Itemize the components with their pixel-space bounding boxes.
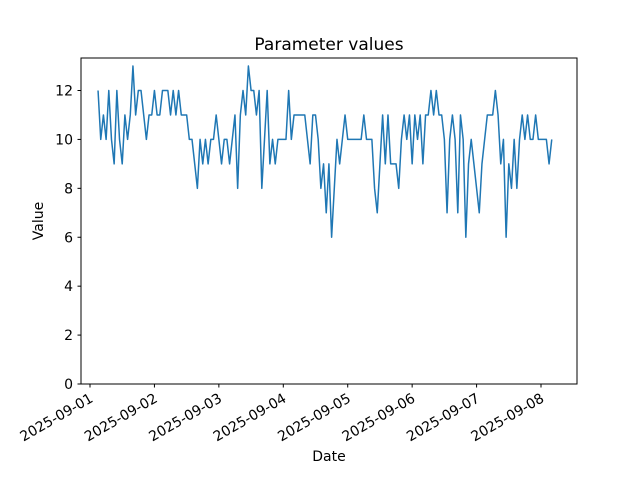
y-axis-ticks: 0 2 4 6 8 10 12 <box>55 84 81 393</box>
chart-title: Parameter values <box>254 35 403 55</box>
y-tick-label: 12 <box>55 84 73 100</box>
y-tick-label: 2 <box>64 328 73 344</box>
x-axis-label: Date <box>312 449 345 465</box>
plot-area <box>80 57 578 385</box>
y-axis-label: Value <box>31 202 47 240</box>
y-tick-label: 8 <box>64 181 73 197</box>
y-tick-label: 4 <box>64 279 73 295</box>
x-tick-label: 2025-09-08 <box>469 391 547 446</box>
y-tick-label: 10 <box>55 132 73 148</box>
y-tick-label: 0 <box>64 377 73 393</box>
y-tick-label: 6 <box>64 230 73 246</box>
data-series-line <box>97 65 553 238</box>
x-axis-ticks: 2025-09-012025-09-022025-09-032025-09-04… <box>18 384 547 445</box>
